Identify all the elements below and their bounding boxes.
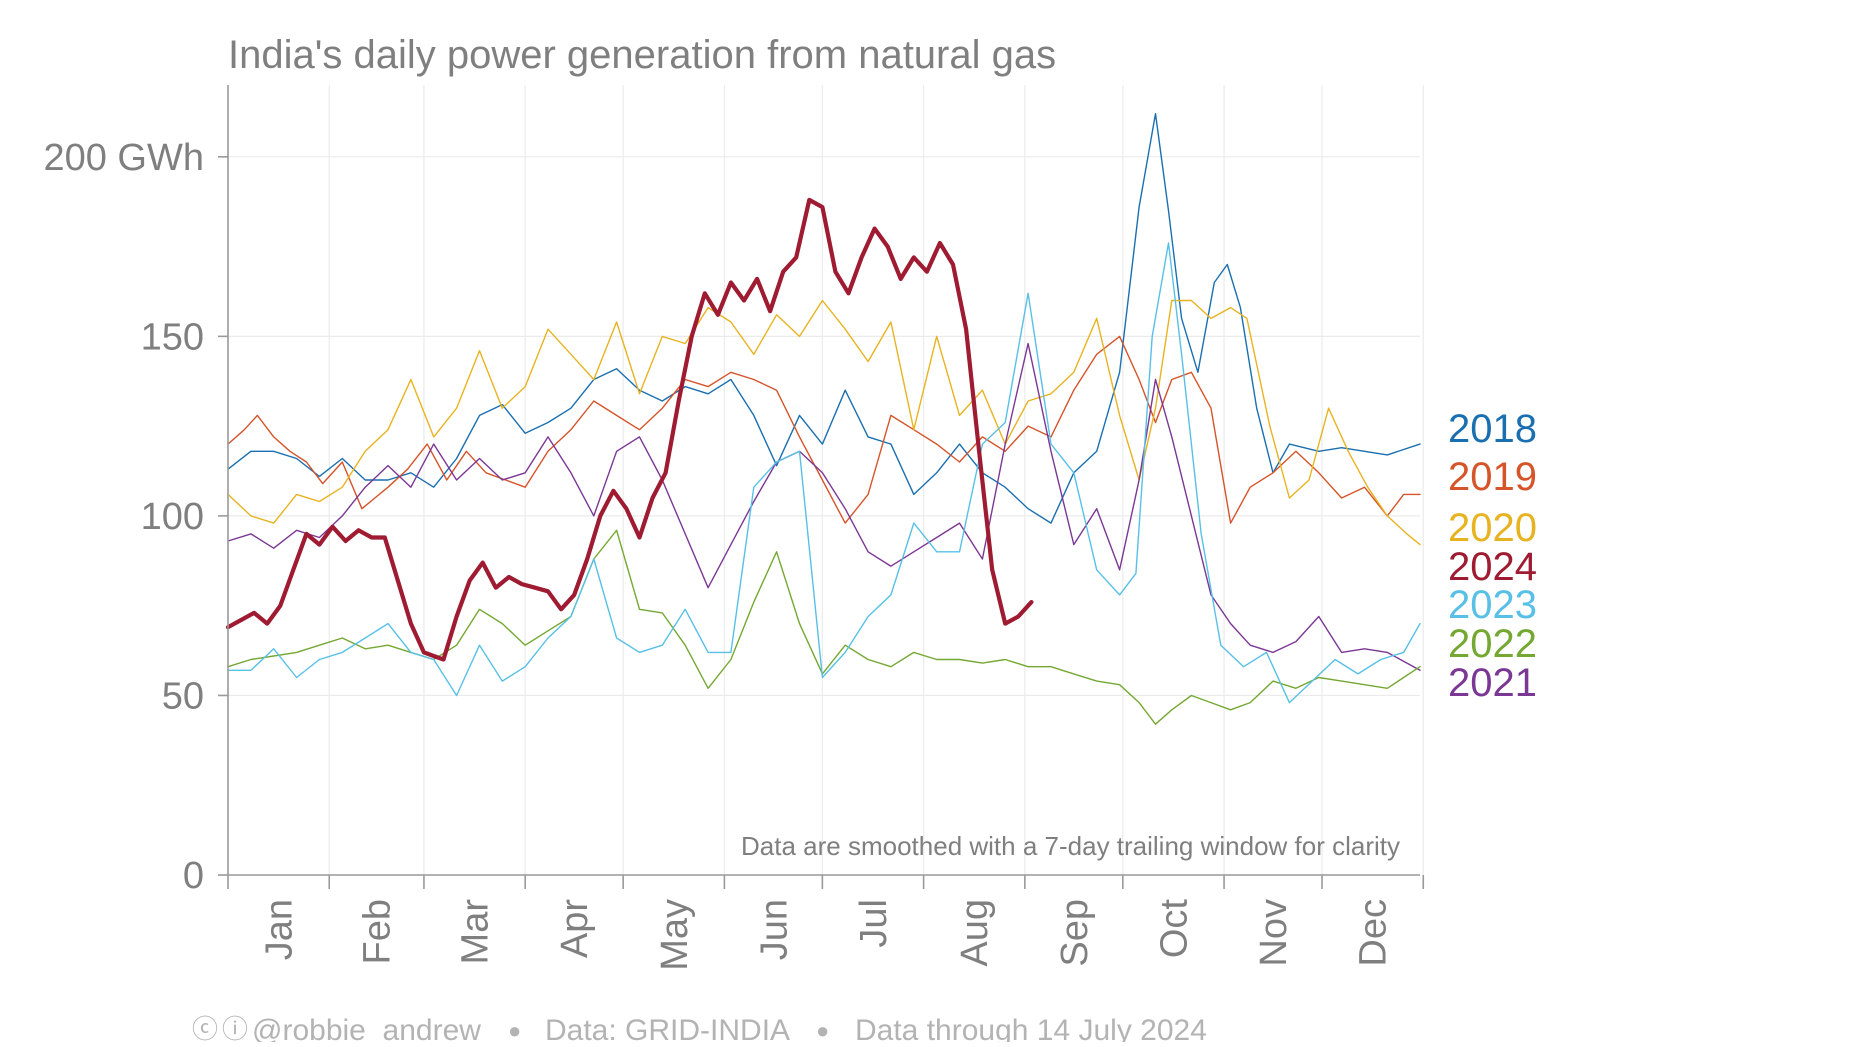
x-tick-label: Jul [853, 899, 895, 948]
x-tick-label: May [654, 899, 696, 971]
footer-handle: @robbie_andrew [252, 1014, 481, 1042]
series-line-2024 [225, 197, 1034, 662]
series-lines [225, 112, 1421, 725]
x-tick-label: Jun [753, 899, 795, 960]
x-tick-label: Jan [259, 899, 301, 960]
x-tick-label: Sep [1054, 899, 1096, 967]
legend-entry-2024: 2024 [1448, 545, 1537, 589]
cc-icon: ⓒ [192, 1014, 218, 1042]
y-tick-label: 50 [162, 675, 204, 717]
legend-entry-2021: 2021 [1448, 661, 1537, 705]
smoothing-note: Data are smoothed with a 7-day trailing … [741, 831, 1400, 861]
y-tick-label: 100 [141, 496, 204, 538]
legend-entry-2020: 2020 [1448, 506, 1537, 550]
y-tick-label: 150 [141, 316, 204, 358]
legend-entry-2019: 2019 [1448, 455, 1537, 499]
footer-separator-1: ● [508, 1018, 521, 1042]
footer: ⓒ ⓘ @robbie_andrew ● Data: GRID-INDIA ● … [192, 1014, 1207, 1047]
x-tick-label: Oct [1153, 899, 1195, 959]
x-tick-label: Nov [1253, 899, 1295, 967]
footer-through: Data through 14 July 2024 [855, 1014, 1207, 1042]
legend-entry-2023: 2023 [1448, 583, 1537, 627]
series-line-2020 [227, 299, 1421, 546]
x-tick-label: Feb [357, 899, 399, 964]
x-tick-label: Aug [954, 899, 996, 967]
x-tick-label: Mar [455, 899, 497, 965]
chart-title: India's daily power generation from natu… [228, 33, 1056, 77]
axes: 0 50 100 150 200 GWh Jan Feb Mar Apr May Jun Jul Aug… [43, 85, 1425, 971]
series-line-2018 [227, 112, 1421, 524]
x-tick-label: Dec [1353, 899, 1395, 967]
series-line-2019 [227, 335, 1421, 524]
by-icon: ⓘ [222, 1014, 248, 1042]
y-tick-label: 200 GWh [43, 137, 204, 179]
footer-separator-2: ● [816, 1018, 829, 1042]
legend-entry-2018: 2018 [1448, 407, 1537, 451]
series-line-2021 [227, 342, 1421, 671]
x-tick-label: Apr [554, 899, 596, 958]
grid [227, 85, 1424, 876]
y-tick-label: 0 [183, 855, 204, 897]
legend-entry-2022: 2022 [1448, 622, 1537, 666]
series-line-2023 [227, 242, 1421, 704]
footer-source: Data: GRID-INDIA [545, 1014, 790, 1042]
